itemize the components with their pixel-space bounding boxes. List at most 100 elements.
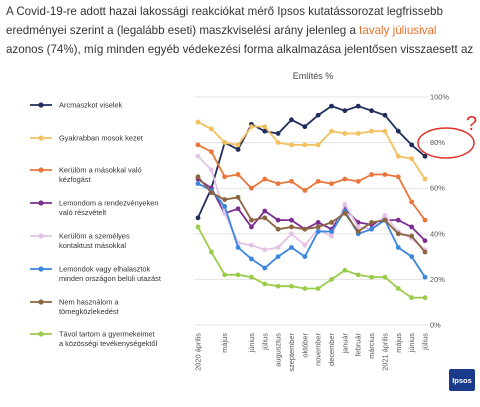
- data-point: [342, 201, 348, 207]
- data-point: [382, 213, 388, 218]
- data-point: [355, 229, 361, 234]
- data-point: [235, 172, 241, 177]
- data-point: [342, 176, 348, 182]
- x-tick-label: január: [340, 332, 349, 354]
- data-point: [289, 142, 294, 148]
- data-point: [275, 140, 281, 146]
- data-point: [395, 245, 401, 250]
- data-point: [222, 197, 228, 203]
- data-point: [289, 231, 294, 237]
- legend-label: Kerülöm a személyes kontaktust másokkal: [59, 232, 130, 251]
- data-point: [422, 176, 428, 182]
- data-point: [262, 124, 268, 130]
- data-point: [222, 174, 228, 180]
- y-tick-label: 60%: [430, 184, 445, 193]
- chart-title: Említés %: [293, 71, 334, 81]
- legend-label: Lemondom a rendezvényeken való részvételt: [59, 199, 158, 218]
- data-point: [235, 206, 241, 212]
- data-point: [262, 265, 268, 271]
- article-highlight-link[interactable]: tavaly júliusival: [359, 24, 437, 37]
- x-tick-label: július: [260, 333, 269, 351]
- data-point: [235, 245, 241, 250]
- x-tick-label: május: [394, 333, 403, 353]
- data-point: [329, 277, 334, 282]
- legend-marker: [38, 102, 44, 108]
- data-point: [195, 181, 201, 187]
- data-point: [222, 272, 228, 278]
- data-point: [422, 249, 428, 255]
- x-tick-label: 2020 április: [194, 333, 203, 371]
- series-3: [195, 142, 428, 223]
- data-point: [302, 124, 308, 130]
- data-point: [249, 242, 254, 248]
- legend-label: Nem használom a tömegközlekedést: [59, 298, 119, 317]
- data-point: [275, 217, 281, 223]
- series-line: [197, 105, 426, 219]
- data-point: [395, 217, 401, 223]
- data-point: [302, 242, 308, 248]
- data-point: [262, 215, 268, 221]
- data-point: [315, 112, 321, 118]
- data-point: [422, 295, 428, 301]
- data-point: [315, 229, 321, 234]
- data-point: [409, 142, 415, 148]
- x-tick-label: február: [354, 332, 363, 356]
- data-point: [369, 274, 374, 280]
- data-point: [395, 286, 401, 291]
- y-tick-label: 80%: [430, 138, 445, 147]
- legend-label: Arcmaszkot viselek: [59, 101, 123, 110]
- data-point: [395, 128, 401, 134]
- y-tick-label: 0%: [430, 321, 441, 330]
- data-point: [302, 142, 308, 148]
- data-point: [315, 178, 321, 184]
- data-point: [382, 217, 388, 223]
- data-point: [409, 233, 415, 239]
- data-point: [208, 249, 214, 255]
- data-point: [195, 142, 201, 148]
- data-point: [208, 167, 214, 173]
- data-point: [382, 274, 388, 280]
- data-point: [275, 181, 281, 187]
- legend-marker: [38, 266, 44, 272]
- legend-marker: [38, 200, 44, 206]
- series-1: [195, 103, 428, 221]
- data-point: [302, 188, 308, 193]
- y-tick-label: 40%: [430, 229, 445, 238]
- data-point: [195, 215, 201, 221]
- legend-marker: [38, 331, 44, 337]
- legend-label: Lemondok vagy elhalasztok minden országon…: [59, 265, 161, 284]
- data-point: [262, 176, 268, 182]
- data-point: [249, 217, 254, 223]
- data-point: [235, 272, 241, 278]
- x-tick-label: november: [314, 332, 323, 365]
- data-point: [369, 172, 374, 177]
- data-point: [409, 254, 415, 259]
- data-point: [249, 256, 254, 262]
- x-tick-label: március: [367, 333, 376, 359]
- data-point: [382, 128, 388, 134]
- data-point: [382, 112, 388, 118]
- data-point: [355, 103, 361, 109]
- data-point: [302, 254, 308, 259]
- legend-marker: [38, 135, 44, 141]
- data-point: [342, 108, 348, 114]
- data-point: [208, 190, 214, 196]
- data-point: [249, 274, 254, 280]
- data-point: [208, 149, 214, 155]
- chart-series: [195, 103, 428, 301]
- legend-label: Távol tartom a gyermekeimet a közösségi t…: [59, 330, 158, 349]
- data-point: [395, 153, 401, 159]
- data-point: [208, 126, 214, 132]
- x-tick-label: 2021 április: [380, 333, 389, 371]
- data-point: [409, 224, 415, 230]
- data-point: [235, 142, 241, 148]
- data-point: [409, 156, 415, 161]
- data-point: [329, 128, 334, 134]
- data-point: [289, 217, 294, 223]
- data-point: [369, 220, 374, 225]
- data-point: [422, 217, 428, 223]
- data-point: [329, 220, 334, 225]
- data-point: [395, 231, 401, 237]
- annotation-ellipse: [417, 127, 475, 159]
